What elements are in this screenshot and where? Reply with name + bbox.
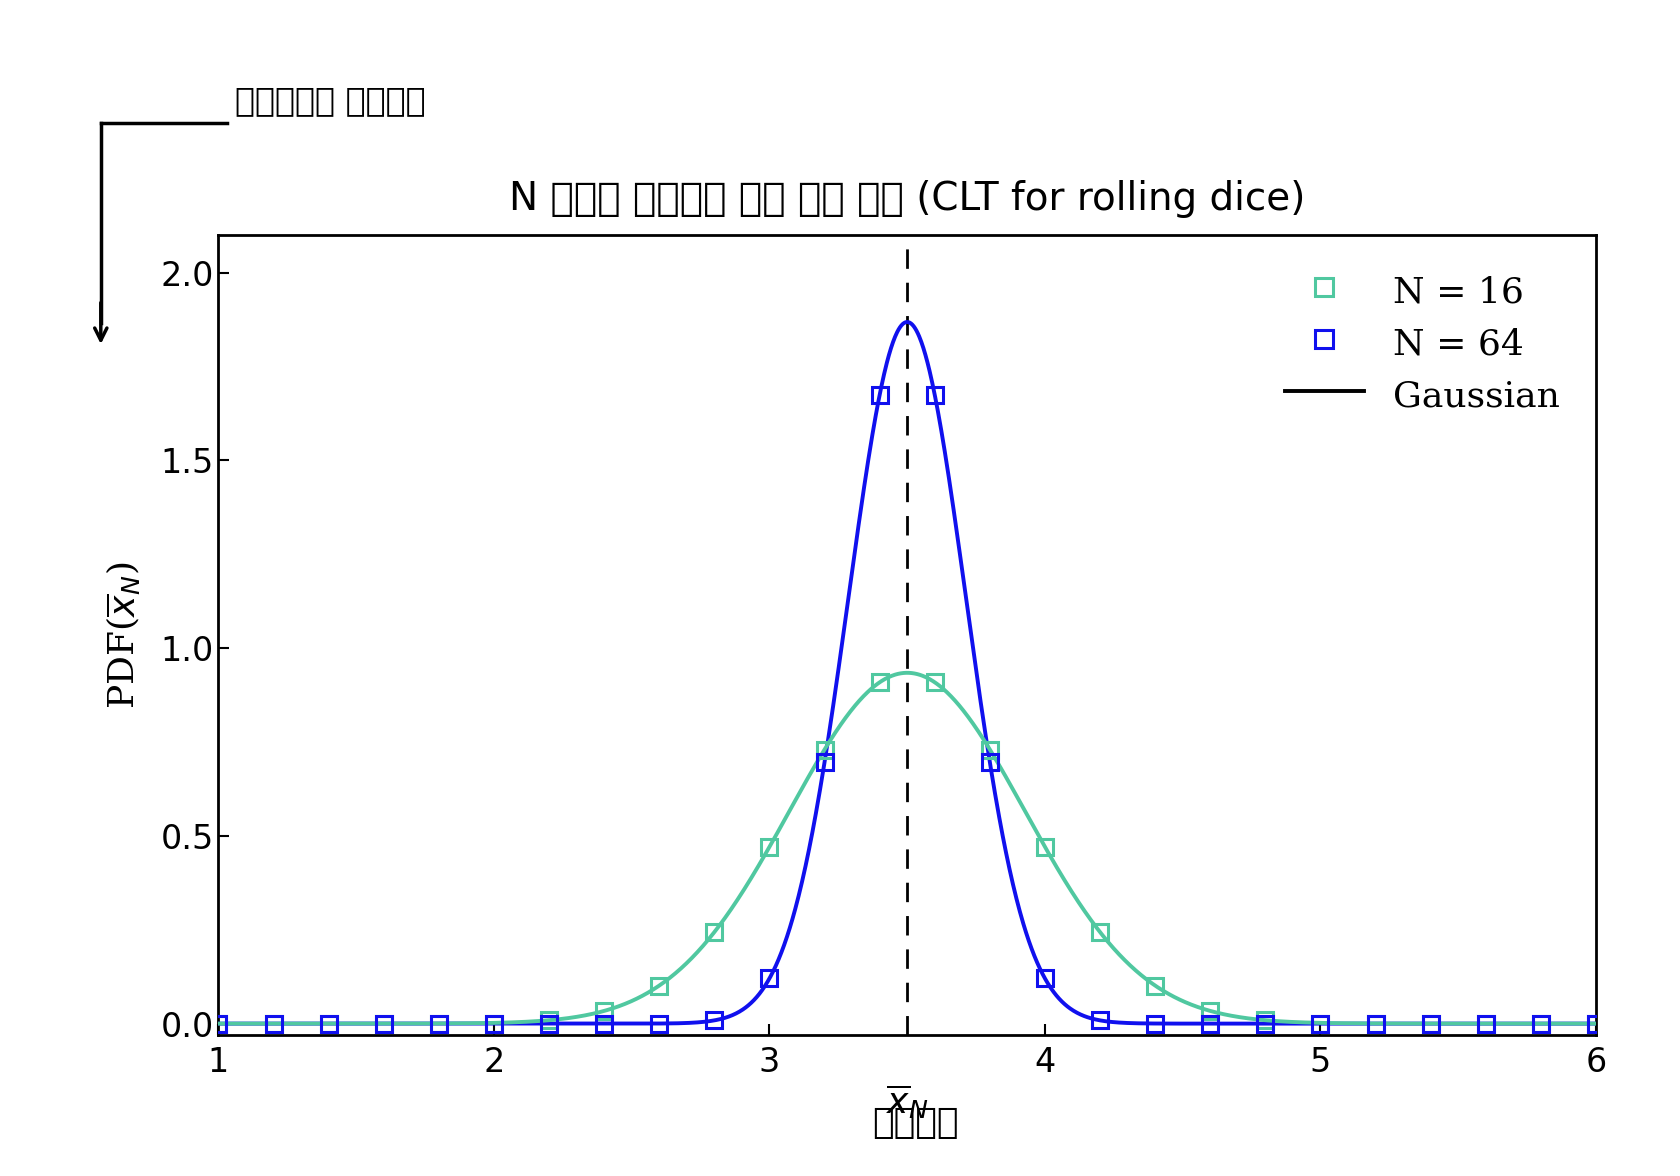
Text: 표본평균의 확률분포: 표본평균의 확률분포 [235,85,425,118]
Legend: N = 16, N = 64, Gaussian: N = 16, N = 64, Gaussian [1267,253,1578,432]
Y-axis label: PDF($\overline{x}_N$): PDF($\overline{x}_N$) [104,561,143,709]
Text: 표본평균: 표본평균 [872,1107,959,1140]
X-axis label: $\overline{x}_N$: $\overline{x}_N$ [885,1082,929,1121]
Title: N 주사위 던질대의 중심 극한 정리 (CLT for rolling dice): N 주사위 던질대의 중심 극한 정리 (CLT for rolling dic… [509,180,1305,219]
